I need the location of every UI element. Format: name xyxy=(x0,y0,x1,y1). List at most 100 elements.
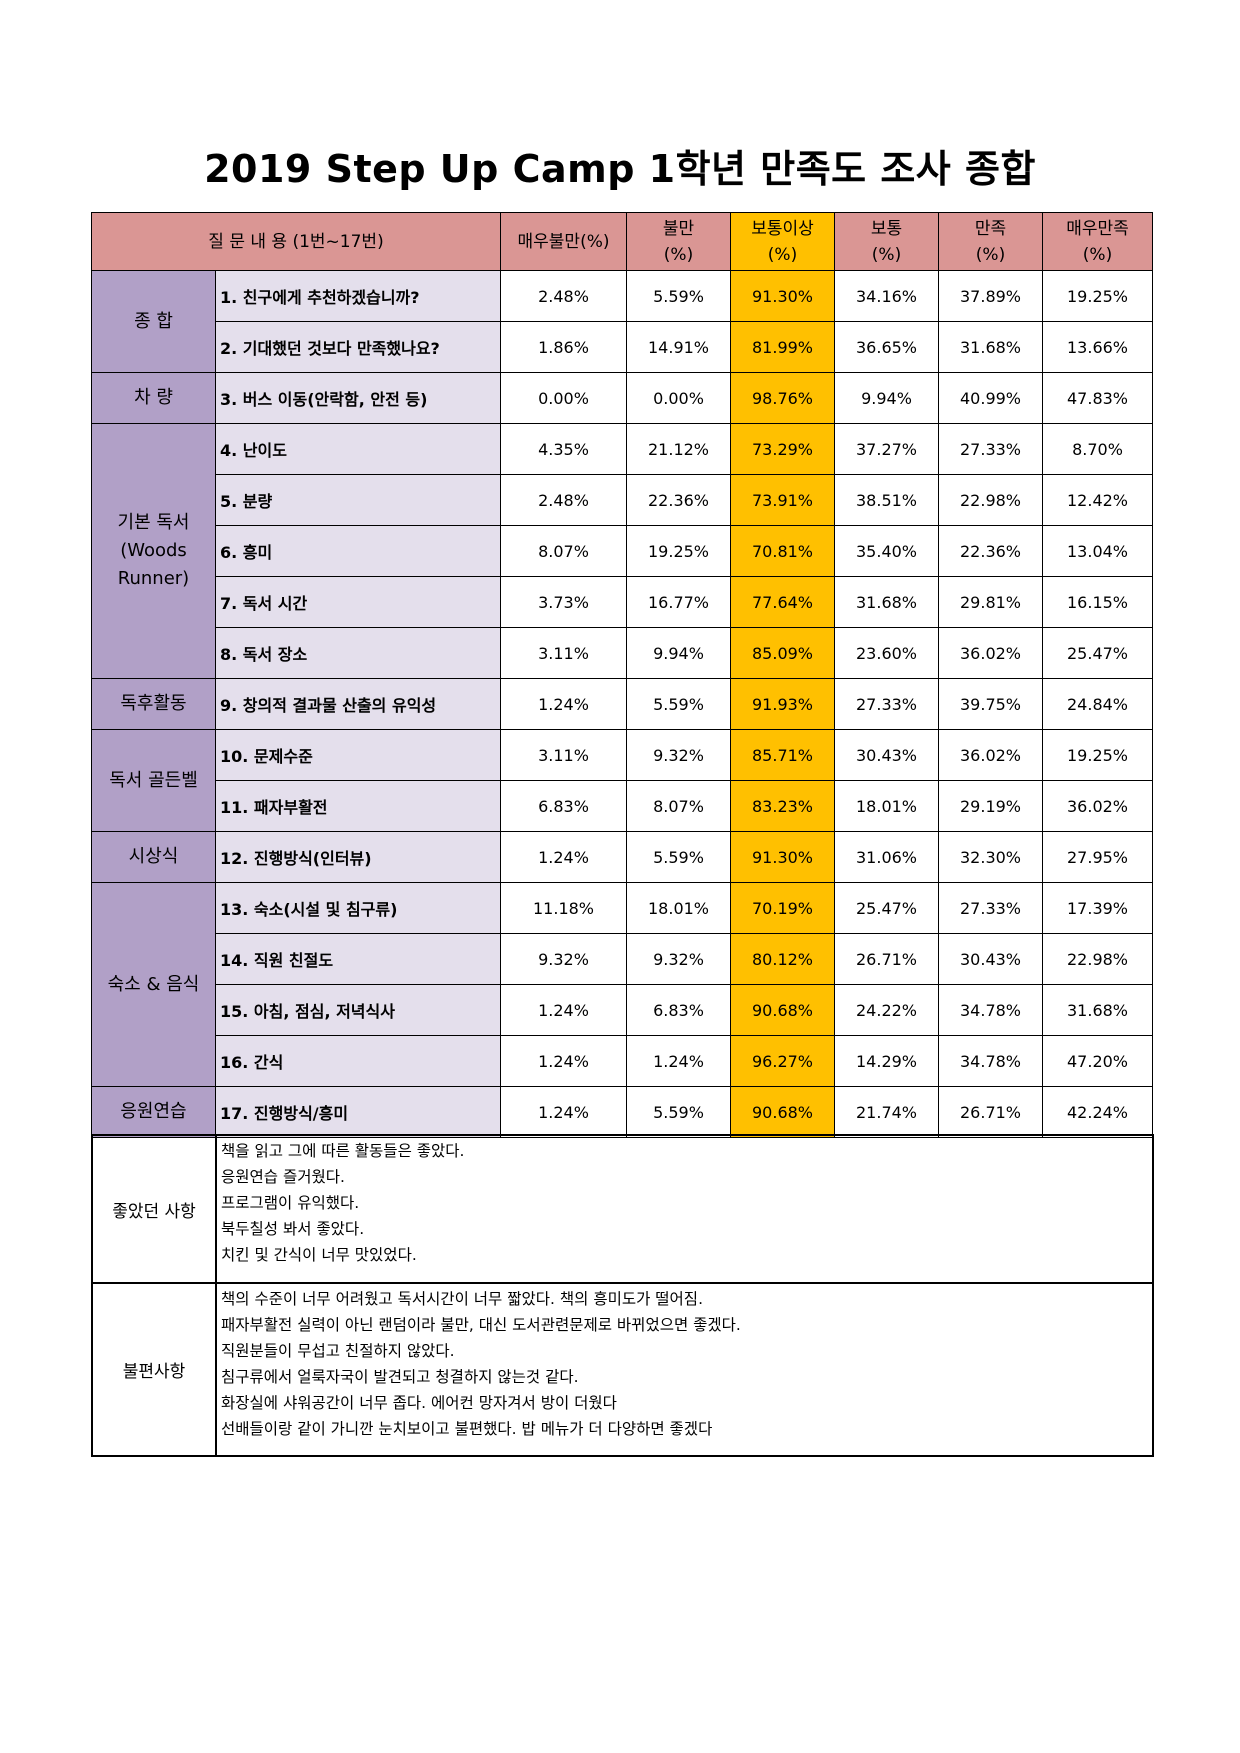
value-cell: 5.59% xyxy=(626,678,732,730)
table-row: 11. 패자부활전 6.83% 8.07% 83.23% 18.01% 29.19% 36.… xyxy=(92,780,1154,832)
note-line: 선배들이랑 같이 가니깐 눈치보이고 불편했다. 밥 메뉴가 더 다양하면 좋겠… xyxy=(221,1420,713,1438)
value-cell: 26.71% xyxy=(834,933,940,985)
value-cell: 24.22% xyxy=(834,984,940,1036)
note-line: 치킨 및 간식이 너무 맛있었다. xyxy=(221,1246,417,1264)
question-cell: 17. 진행방식/흥미 xyxy=(214,1086,502,1138)
question-cell: 15. 아침, 점심, 저녁식사 xyxy=(214,984,502,1036)
question-cell: 8. 독서 장소 xyxy=(214,627,502,679)
question-cell: 1. 친구에게 추천하겠습니까? xyxy=(214,270,502,322)
header-label: 불만 xyxy=(662,218,695,239)
survey-table: 질 문 내 용 (1번~17번) 매우불만(%) 불만 (%) 보통이상 (%) 보… xyxy=(90,212,1154,1138)
header-label: 매우만족 xyxy=(1066,218,1129,239)
value-cell: 36.02% xyxy=(1042,780,1154,832)
value-cell: 9.32% xyxy=(626,933,732,985)
notes-bad-list: 책의 수준이 너무 어려웠고 독서시간이 너무 짧았다. 책의 흥미도가 떨어짐… xyxy=(215,1282,1154,1457)
value-cell: 17.39% xyxy=(1042,882,1154,934)
value-cell: 30.43% xyxy=(834,729,940,781)
value-cell: 35.40% xyxy=(834,525,940,577)
value-cell: 29.19% xyxy=(938,780,1044,832)
table-row: 7. 독서 시간 3.73% 16.77% 77.64% 31.68% 29.81% 16.… xyxy=(92,576,1154,628)
question-cell: 4. 난이도 xyxy=(214,423,502,475)
value-cell: 27.95% xyxy=(1042,831,1154,883)
value-cell: 25.47% xyxy=(1042,627,1154,679)
notes-good-label: 좋았던 사항 xyxy=(91,1134,217,1284)
value-cell: 14.29% xyxy=(834,1035,940,1087)
value-cell: 27.33% xyxy=(834,678,940,730)
category-cell: 숙소 & 음식 xyxy=(91,882,216,1087)
value-cell: 14.91% xyxy=(626,321,732,373)
value-cell: 3.11% xyxy=(500,627,628,679)
question-cell: 6. 흥미 xyxy=(214,525,502,577)
notes-bad-label: 불편사항 xyxy=(91,1282,217,1457)
notes-bad-row: 불편사항 책의 수준이 너무 어려웠고 독서시간이 너무 짧았다. 책의 흥미도… xyxy=(91,1282,1154,1457)
value-cell: 8.07% xyxy=(626,780,732,832)
note-line: 책을 읽고 그에 따른 활동들은 좋았다. xyxy=(221,1142,465,1160)
value-cell: 29.81% xyxy=(938,576,1044,628)
value-cell: 3.11% xyxy=(500,729,628,781)
value-cell: 31.68% xyxy=(1042,984,1154,1036)
value-cell: 24.84% xyxy=(1042,678,1154,730)
question-cell: 5. 분량 xyxy=(214,474,502,526)
value-cell: 8.07% xyxy=(500,525,628,577)
note-line: 북두칠성 봐서 좋았다. xyxy=(221,1220,365,1238)
value-cell: 34.78% xyxy=(938,1035,1044,1087)
value-cell: 21.74% xyxy=(834,1086,940,1138)
value-cell: 39.75% xyxy=(938,678,1044,730)
value-cell: 34.16% xyxy=(834,270,940,322)
value-cell: 73.91% xyxy=(730,474,836,526)
value-cell: 18.01% xyxy=(626,882,732,934)
table-row: 6. 흥미 8.07% 19.25% 70.81% 35.40% 22.36% 13.04% xyxy=(92,525,1154,577)
table-row: 8. 독서 장소 3.11% 9.94% 85.09% 23.60% 36.02% 25.4… xyxy=(92,627,1154,679)
table-row: 15. 아침, 점심, 저녁식사 1.24% 6.83% 90.68% 24.22% 34… xyxy=(92,984,1154,1036)
value-cell: 1.24% xyxy=(500,831,628,883)
question-cell: 16. 간식 xyxy=(214,1035,502,1087)
header-col-dissatisfied: 불만 (%) xyxy=(626,212,732,271)
value-cell: 32.30% xyxy=(938,831,1044,883)
value-cell: 4.35% xyxy=(500,423,628,475)
value-cell: 6.83% xyxy=(626,984,732,1036)
value-cell: 37.89% xyxy=(938,270,1044,322)
note-line: 패자부활전 실력이 아닌 랜덤이라 불만, 대신 도서관련문제로 바뀌었으면 좋… xyxy=(221,1316,741,1334)
header-col-satisfied: 만족 (%) xyxy=(938,212,1044,271)
table-row: 2. 기대했던 것보다 만족했나요? 1.86% 14.91% 81.99% 36.65… xyxy=(92,321,1154,373)
value-cell: 30.43% xyxy=(938,933,1044,985)
value-cell: 31.68% xyxy=(834,576,940,628)
header-col-very-dissatisfied: 매우불만(%) xyxy=(500,212,628,271)
table-row: 기본 독서 (Woods Runner) 4. 난이도 4.35% 21.12% 73.… xyxy=(91,423,1154,679)
table-row: 14. 직원 친절도 9.32% 9.32% 80.12% 26.71% 30.43% 22… xyxy=(92,933,1154,985)
header-unit: (%) xyxy=(1082,244,1113,265)
value-cell: 77.64% xyxy=(730,576,836,628)
category-cell: 종 합 xyxy=(91,270,216,373)
category-cell: 독후활동 xyxy=(91,678,216,730)
value-cell: 36.02% xyxy=(938,729,1044,781)
value-cell: 5.59% xyxy=(626,270,732,322)
value-cell: 31.68% xyxy=(938,321,1044,373)
value-cell: 19.25% xyxy=(1042,270,1154,322)
value-cell: 1.24% xyxy=(500,984,628,1036)
value-cell: 27.33% xyxy=(938,882,1044,934)
notes-good-list: 책을 읽고 그에 따른 활동들은 좋았다. 응원연습 즐거웠다. 프로그램이 유익했… xyxy=(215,1134,1154,1284)
value-cell: 73.29% xyxy=(730,423,836,475)
note-line: 프로그램이 유익했다. xyxy=(221,1194,360,1212)
value-cell: 31.06% xyxy=(834,831,940,883)
value-cell: 1.24% xyxy=(500,678,628,730)
value-cell: 47.83% xyxy=(1042,372,1154,424)
question-cell: 2. 기대했던 것보다 만족했나요? xyxy=(214,321,502,373)
table-row: 종 합 1. 친구에게 추천하겠습니까? 2.48% 5.59% 91.30% 34.16… xyxy=(91,270,1154,373)
question-cell: 7. 독서 시간 xyxy=(214,576,502,628)
header-label: 매우불만(%) xyxy=(517,231,610,252)
question-cell: 12. 진행방식(인터뷰) xyxy=(214,831,502,883)
notes-good-row: 좋았던 사항 책을 읽고 그에 따른 활동들은 좋았다. 응원연습 즐거웠다. 프로… xyxy=(91,1134,1154,1284)
note-line: 침구류에서 얼룩자국이 발견되고 청결하지 않는것 같다. xyxy=(221,1368,579,1386)
header-col-normal: 보통 (%) xyxy=(834,212,940,271)
value-cell: 27.33% xyxy=(938,423,1044,475)
value-cell: 40.99% xyxy=(938,372,1044,424)
header-col-normal-above: 보통이상 (%) xyxy=(730,212,836,271)
value-cell: 0.00% xyxy=(626,372,732,424)
value-cell: 0.00% xyxy=(500,372,628,424)
value-cell: 5.59% xyxy=(626,831,732,883)
value-cell: 18.01% xyxy=(834,780,940,832)
value-cell: 98.76% xyxy=(730,372,836,424)
header-label: 보통 xyxy=(870,218,903,239)
notes-table: 좋았던 사항 책을 읽고 그에 따른 활동들은 좋았다. 응원연습 즐거웠다. 프로… xyxy=(91,1134,1154,1457)
